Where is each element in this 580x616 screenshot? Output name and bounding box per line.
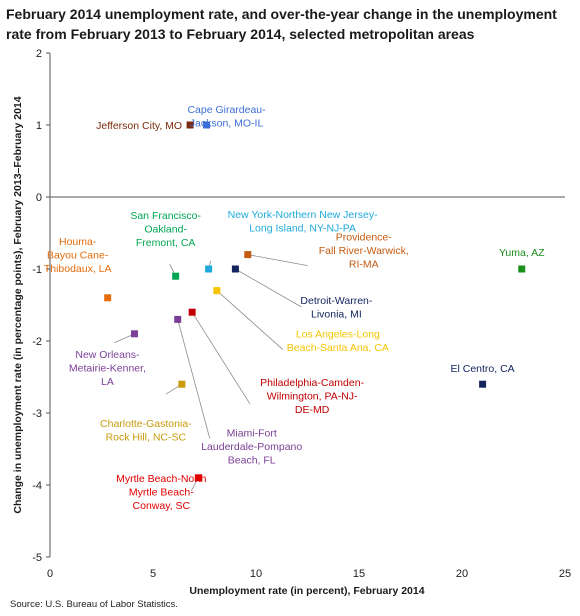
point-label: Cape Girardeau- Jackson, MO-IL	[187, 104, 266, 130]
point-label-line: Houma-	[59, 236, 97, 248]
data-point	[130, 330, 138, 338]
point-label-line: Philadelphia-Camden-	[260, 377, 364, 389]
y-axis-title: Change in unemployment rate (in percenta…	[12, 96, 24, 513]
point-label: Charlotte-Gastonia- Rock Hill, NC-SC	[100, 418, 192, 444]
point-label: Jefferson City, MO	[96, 120, 182, 132]
point-label-line: Beach-Santa Ana, CA	[287, 342, 389, 354]
y-tick-label: -5	[32, 552, 42, 564]
data-point	[231, 265, 239, 273]
point-label-line: Thibodaux, LA	[44, 263, 112, 275]
leader-line	[235, 268, 302, 308]
x-tick-label: 20	[456, 568, 468, 580]
data-point	[188, 308, 196, 316]
point-label: Myrtle Beach-North Myrtle Beach- Conway, S…	[116, 473, 207, 512]
point-label: San Francisco- Oakland-Fremont, CA	[130, 210, 201, 249]
data-point	[518, 265, 526, 273]
point-label-line: Cape Girardeau-	[187, 104, 266, 116]
point-label: Providence-Fall River-Warwick, RI-MA	[319, 232, 409, 271]
point-label: El Centro, CA	[450, 363, 514, 375]
x-tick-label: 5	[150, 568, 156, 580]
point-label-line: New Orleans-	[75, 349, 140, 361]
data-point	[213, 287, 221, 295]
data-point	[104, 294, 112, 302]
y-tick-label: 1	[36, 120, 42, 132]
point-label-line: Miami-Fort	[227, 427, 277, 439]
point-label-line: LA	[101, 376, 114, 388]
point-label-line: Jackson, MO-IL	[190, 118, 264, 130]
chart-title: February 2014 unemployment rate, and ove…	[6, 6, 557, 42]
data-point	[172, 272, 180, 280]
point-label-line: Lauderdale-Pompano	[201, 441, 302, 453]
data-point	[186, 121, 194, 129]
x-axis-title: Unemployment rate (in percent), February…	[189, 585, 424, 597]
point-label-line: Conway, SC	[133, 500, 191, 512]
point-label: Philadelphia-Camden- Wilmington, PA-NJ-DE…	[260, 377, 364, 416]
y-tick-label: -2	[32, 336, 42, 348]
point-label-line: Jefferson City, MO	[96, 120, 182, 132]
data-point	[194, 474, 202, 482]
point-label: Yuma, AZ	[499, 247, 545, 259]
point-label: Houma-Bayou Cane- Thibodaux, LA	[44, 236, 112, 275]
point-label: New York-Northern New Jersey- Long Island…	[228, 209, 378, 235]
y-tick-label: 2	[36, 48, 42, 60]
y-tick-label: -4	[32, 480, 42, 492]
x-tick-label: 10	[250, 568, 262, 580]
leader-line	[216, 290, 284, 350]
leader-line	[247, 254, 308, 266]
point-label-line: Long Island, NY-NJ-PA	[249, 223, 356, 235]
source-note: Source: U.S. Bureau of Labor Statistics.	[10, 599, 178, 610]
leader-line	[191, 311, 251, 405]
data-point	[479, 380, 487, 388]
data-point	[244, 251, 252, 259]
point-label-line: Fremont, CA	[136, 237, 196, 249]
point-label-line: Oakland-	[144, 224, 187, 236]
point-label-line: Los Angeles-Long	[296, 329, 380, 341]
data-point	[178, 380, 186, 388]
point-label-line: Yuma, AZ	[499, 247, 545, 259]
y-tick-label: 0	[36, 192, 42, 204]
point-label-line: Bayou Cane-	[47, 249, 109, 261]
point-label-line: Rock Hill, NC-SC	[106, 432, 187, 444]
point-label: Los Angeles-Long Beach-Santa Ana, CA	[287, 329, 389, 355]
point-label-line: Wilmington, PA-NJ-	[267, 391, 358, 403]
data-point	[203, 121, 211, 129]
x-tick-label: 15	[353, 568, 365, 580]
point-label: Miami-Fort Lauderdale-Pompano Beach, FL	[201, 427, 302, 466]
y-tick-label: -3	[32, 408, 42, 420]
point-label-line: Detroit-Warren-	[300, 295, 372, 307]
point-label-line: Charlotte-Gastonia-	[100, 418, 192, 430]
data-point	[174, 315, 182, 323]
point-label-line: New York-Northern New Jersey-	[228, 209, 378, 221]
point-label-line: RI-MA	[349, 259, 379, 271]
point-label-line: Metairie-Kenner,	[69, 362, 146, 374]
data-point	[205, 265, 213, 273]
point-label-line: Livonia, MI	[311, 309, 362, 321]
point-label-line: El Centro, CA	[450, 363, 514, 375]
leader-line	[177, 319, 211, 439]
point-label: Detroit-Warren- Livonia, MI	[300, 295, 372, 321]
point-label-line: DE-MD	[295, 404, 330, 416]
point-label-line: Providence-	[336, 232, 393, 244]
x-tick-label: 25	[559, 568, 571, 580]
point-label-line: Myrtle Beach-	[129, 486, 194, 498]
x-tick-label: 0	[47, 568, 53, 580]
point-label-line: Myrtle Beach-North	[116, 473, 207, 485]
point-label: New Orleans-Metairie-Kenner, LA	[69, 349, 146, 388]
y-tick-label: -1	[32, 264, 42, 276]
point-label-line: San Francisco-	[130, 210, 201, 222]
point-label-line: Fall River-Warwick,	[319, 245, 409, 257]
point-label-line: Beach, FL	[228, 454, 276, 466]
